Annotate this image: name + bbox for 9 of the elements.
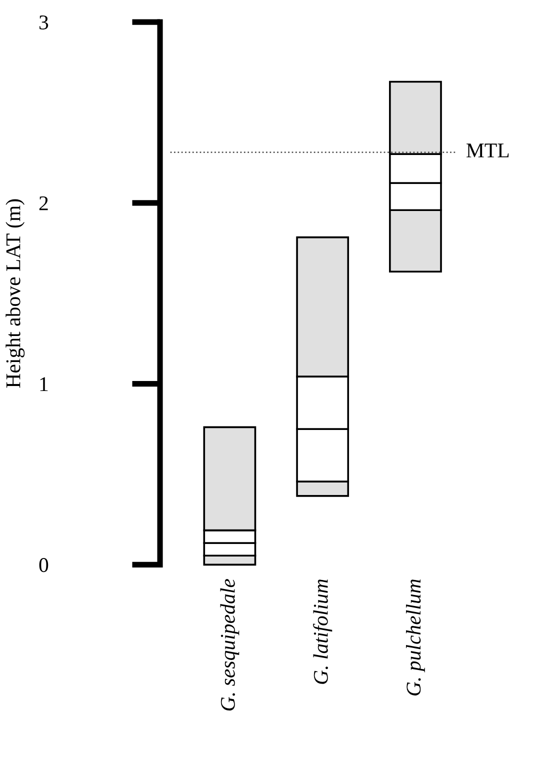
x-tick-label: G. pulchellum bbox=[406, 579, 425, 696]
ref-line-label: MTL bbox=[466, 144, 509, 158]
y-tick-label: 1 bbox=[40, 377, 48, 392]
y-tick-label: 0 bbox=[39, 558, 48, 572]
y-axis-title: Height above LAT (m) bbox=[6, 199, 25, 388]
y-tick-label: 2 bbox=[39, 196, 48, 210]
y-tick-label: 3 bbox=[39, 15, 48, 30]
x-tick-label: G. sesquipedale bbox=[220, 579, 240, 711]
x-tick-label: G. latifolium bbox=[313, 579, 332, 684]
